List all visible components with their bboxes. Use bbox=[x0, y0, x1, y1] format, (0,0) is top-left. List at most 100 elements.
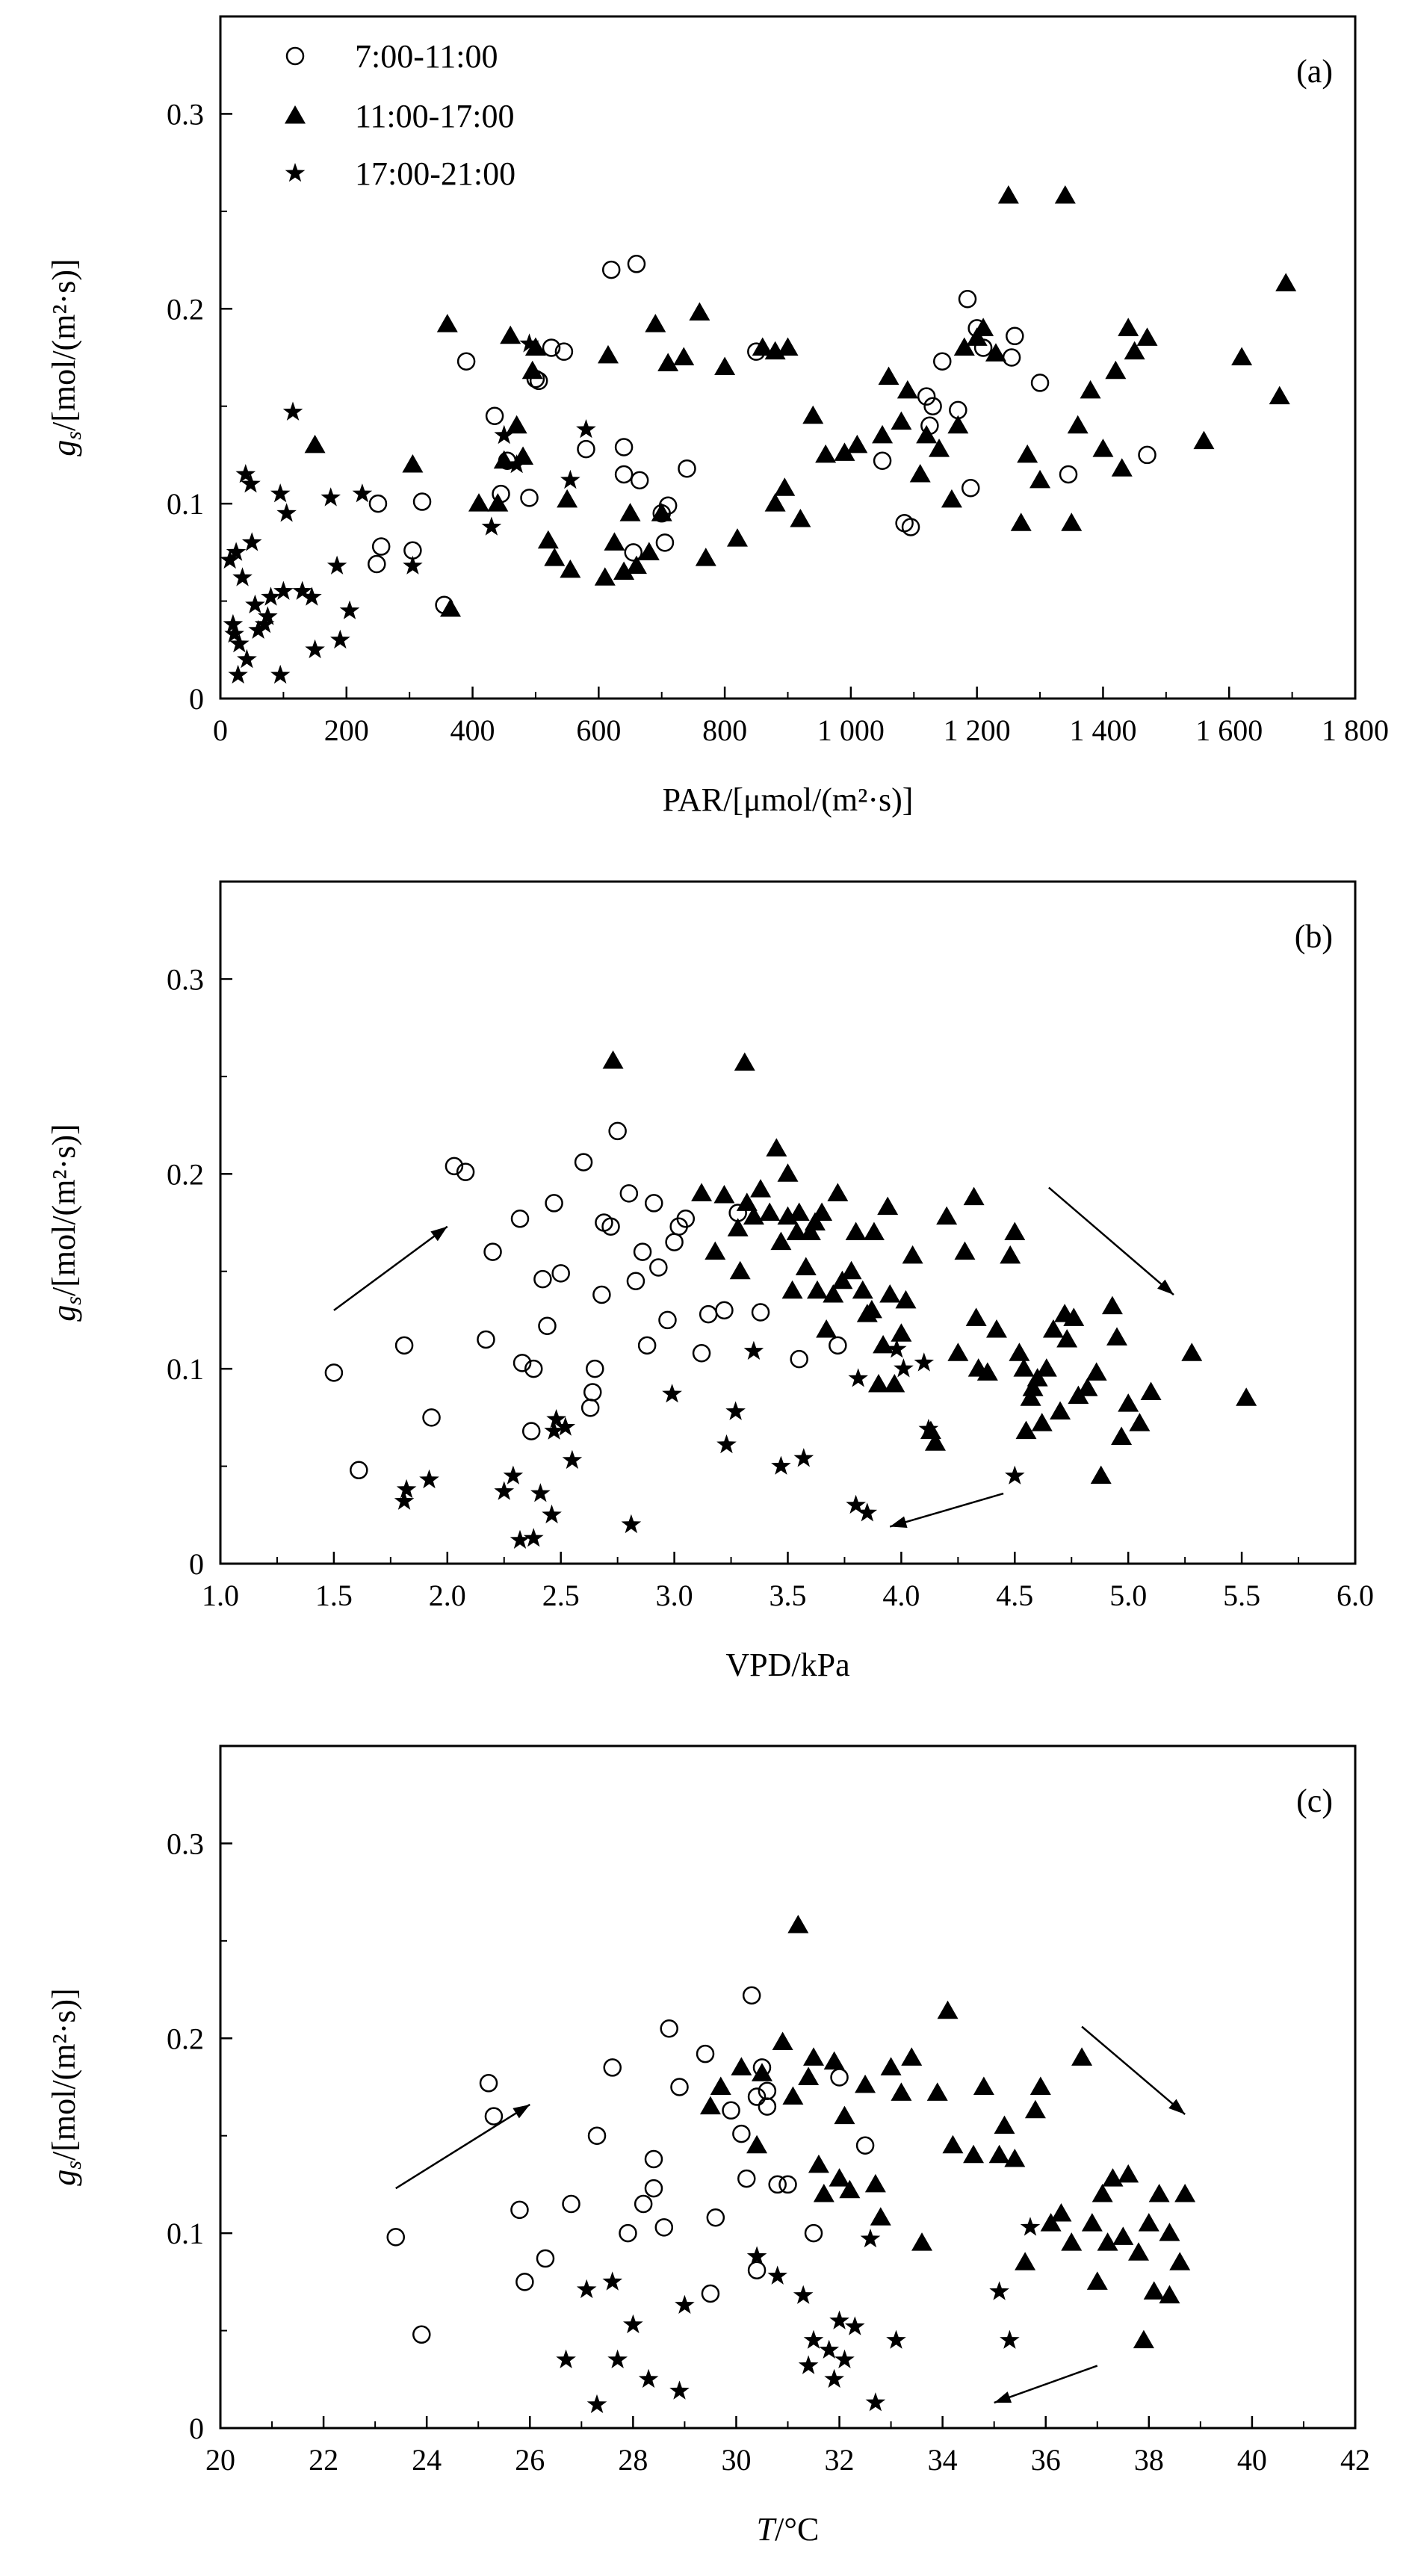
data-point bbox=[1004, 1222, 1026, 1241]
data-point bbox=[675, 2294, 695, 2314]
data-point bbox=[503, 1465, 524, 1484]
x-axis-title: T/°C bbox=[757, 2511, 820, 2548]
data-point bbox=[574, 1153, 593, 1171]
data-point bbox=[1067, 415, 1089, 434]
data-point bbox=[1086, 1362, 1107, 1381]
y-tick-label: 0.3 bbox=[167, 97, 204, 131]
panel-a: 0 200 400 600 800 1 000 1 200 1 400 1 600 1 800 0 0… bbox=[46, 15, 1389, 818]
data-point bbox=[530, 1483, 551, 1502]
data-point bbox=[670, 2078, 689, 2096]
data-point bbox=[1148, 2183, 1170, 2202]
data-point bbox=[651, 503, 672, 521]
data-point bbox=[662, 1384, 682, 1403]
data-point bbox=[746, 2134, 768, 2154]
x-tick-label: 2.5 bbox=[542, 1579, 580, 1612]
data-point bbox=[868, 1374, 890, 1393]
data-point bbox=[911, 2232, 933, 2251]
data-point bbox=[544, 1420, 564, 1440]
data-point bbox=[1106, 1327, 1128, 1346]
data-point bbox=[705, 1241, 726, 1260]
legend-marker bbox=[285, 163, 306, 182]
data-point bbox=[894, 1358, 914, 1378]
data-point bbox=[394, 1490, 415, 1510]
panel-label: (a) bbox=[1296, 53, 1333, 90]
data-point bbox=[790, 509, 811, 527]
panel-c: 20 22 24 26 28 30 32 34 36 38 40 42 0 0.1 0.2 0.3 gs/[mo… bbox=[46, 1744, 1370, 2548]
data-point bbox=[799, 1222, 821, 1241]
data-point bbox=[619, 1184, 639, 1203]
data-point bbox=[634, 2194, 653, 2214]
data-point bbox=[1027, 1368, 1048, 1387]
data-point bbox=[638, 542, 660, 560]
y-tick-label: 0 bbox=[189, 2412, 204, 2445]
data-point bbox=[1236, 1387, 1257, 1406]
data-point bbox=[824, 2368, 844, 2388]
data-point bbox=[804, 2223, 823, 2243]
data-point bbox=[510, 1210, 530, 1228]
data-point bbox=[352, 483, 373, 503]
data-point bbox=[766, 1138, 787, 1157]
data-point bbox=[1015, 2252, 1036, 2270]
data-point bbox=[701, 2284, 720, 2303]
data-point bbox=[477, 1330, 495, 1349]
data-point bbox=[1112, 2226, 1134, 2245]
y-axis-title: gs/[mol/(m²·s)] bbox=[46, 258, 86, 456]
data-point bbox=[544, 548, 566, 566]
data-point bbox=[716, 1434, 737, 1454]
data-point bbox=[880, 2057, 902, 2075]
data-point bbox=[834, 2105, 855, 2125]
data-point bbox=[513, 1354, 532, 1372]
data-point bbox=[808, 2154, 829, 2173]
data-point bbox=[1136, 327, 1158, 346]
x-tick-label: 200 bbox=[324, 713, 369, 747]
x-tick-label: 5.5 bbox=[1223, 1579, 1260, 1612]
x-tick-label: 1 400 bbox=[1069, 713, 1136, 747]
y-tick-label: 0.1 bbox=[167, 1352, 204, 1386]
data-point bbox=[484, 2107, 504, 2125]
data-point bbox=[494, 1481, 515, 1500]
data-point bbox=[1020, 1387, 1041, 1406]
data-point bbox=[768, 2175, 787, 2194]
data-point bbox=[519, 333, 539, 353]
data-point bbox=[245, 594, 265, 614]
data-point bbox=[855, 2136, 875, 2155]
series-3 bbox=[220, 333, 596, 684]
data-point bbox=[586, 1359, 604, 1378]
data-point bbox=[524, 1359, 543, 1378]
data-point bbox=[1022, 1378, 1044, 1396]
data-point bbox=[1081, 2213, 1103, 2232]
legend-marker bbox=[285, 105, 306, 124]
x-tick-label: 38 bbox=[1134, 2443, 1164, 2477]
data-point bbox=[542, 1504, 562, 1524]
data-point bbox=[678, 459, 696, 478]
data-point bbox=[988, 2144, 1010, 2164]
data-point bbox=[743, 1206, 764, 1225]
data-point bbox=[536, 2249, 555, 2268]
data-point bbox=[832, 1270, 853, 1289]
data-point bbox=[580, 1399, 600, 1417]
data-point bbox=[855, 2074, 876, 2093]
x-tick-label: 1 800 bbox=[1322, 713, 1389, 747]
data-point bbox=[1005, 1465, 1025, 1484]
data-point bbox=[777, 1163, 799, 1182]
data-point bbox=[1118, 1393, 1139, 1412]
data-point bbox=[722, 2101, 740, 2120]
data-point bbox=[1086, 2271, 1108, 2290]
y-tick-label: 0.2 bbox=[167, 2022, 204, 2055]
data-point bbox=[1169, 2252, 1191, 2270]
y-tick-label: 0.3 bbox=[167, 962, 204, 996]
data-point bbox=[786, 1222, 808, 1241]
data-point bbox=[587, 2126, 607, 2145]
trend-arrow-head bbox=[890, 1516, 908, 1528]
data-point bbox=[1077, 1378, 1098, 1396]
data-point bbox=[830, 2068, 849, 2087]
series-3 bbox=[394, 1339, 1025, 1549]
x-tick-label: 34 bbox=[928, 2443, 958, 2477]
data-point bbox=[846, 1494, 866, 1514]
data-point bbox=[933, 352, 952, 371]
data-point bbox=[699, 2096, 721, 2115]
data-point bbox=[772, 2031, 793, 2051]
data-point bbox=[764, 493, 786, 512]
data-point bbox=[976, 1362, 998, 1381]
